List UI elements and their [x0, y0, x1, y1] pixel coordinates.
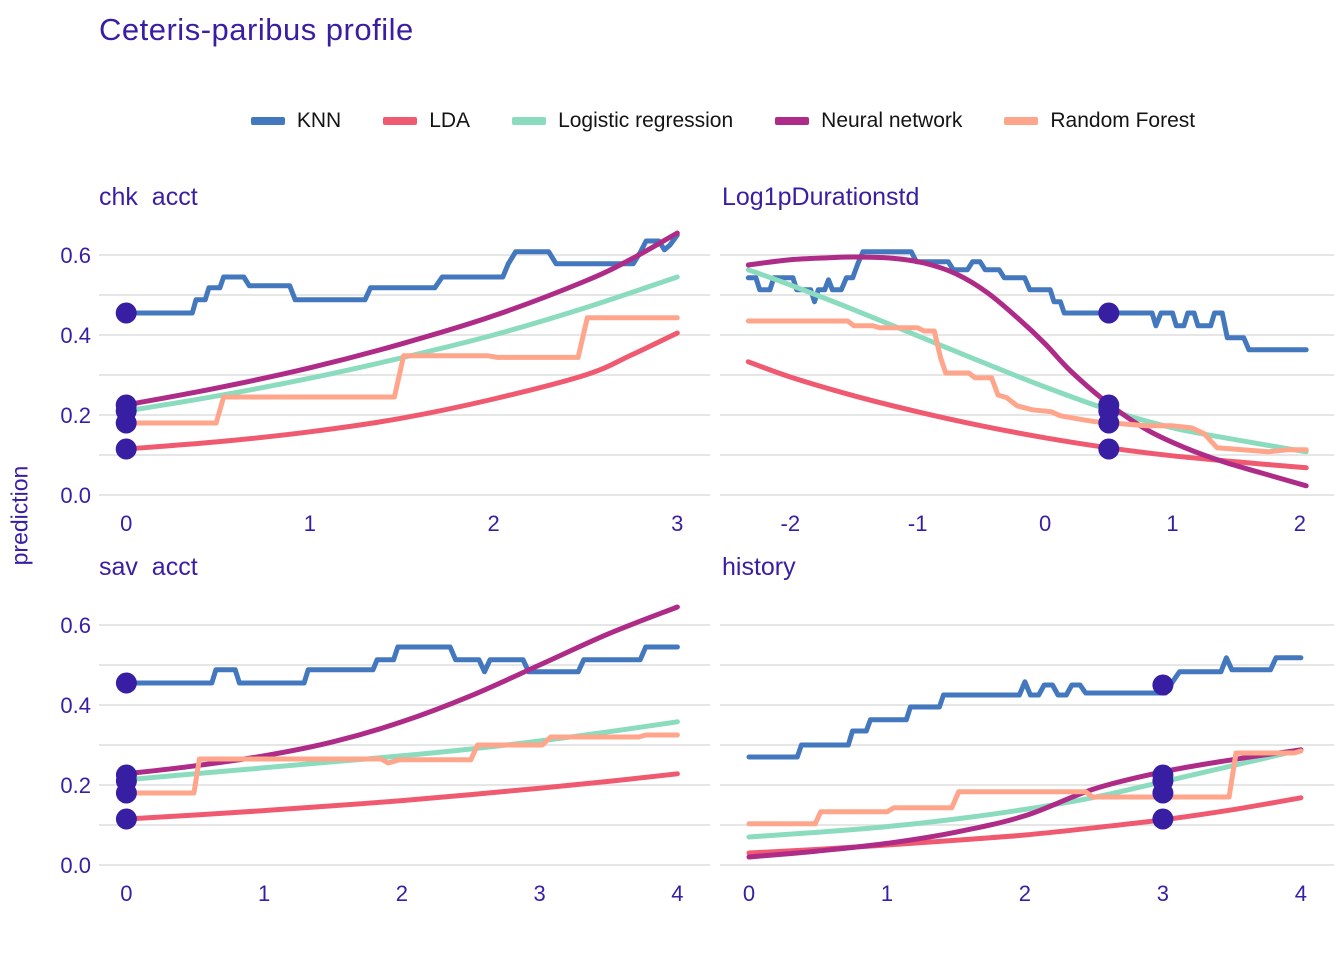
y-tick-label: 0.6	[60, 613, 91, 638]
legend-item-lda: LDA	[383, 109, 470, 133]
series-nn-line	[123, 230, 680, 408]
legend-label-logreg: Logistic regression	[558, 109, 734, 132]
legend-swatch-rf	[1004, 117, 1039, 125]
observation-dot	[115, 782, 137, 804]
panel-chk-acct-plot: 0 1 2 3 0.0 0.2 0.4 0.6	[60, 230, 710, 536]
observation-dot	[1098, 412, 1120, 434]
legend-item-knn: KNN	[250, 109, 342, 133]
y-tick-label: 0.0	[60, 483, 91, 508]
legend-label-rf: Random Forest	[1050, 109, 1196, 132]
observation-dot	[1152, 808, 1174, 830]
observation-dot	[115, 438, 137, 460]
series-logreg-line	[745, 267, 1309, 455]
y-tick-label: 0.2	[60, 773, 91, 798]
x-tick-label: 2	[1294, 511, 1306, 536]
series-knn-line	[123, 232, 680, 316]
x-tick-label: 4	[671, 881, 683, 906]
observation-dot	[115, 672, 137, 694]
observation-dot	[1152, 782, 1174, 804]
x-tick-label: 0	[120, 881, 132, 906]
series-rf-line	[123, 732, 680, 796]
x-tick-label: 2	[396, 881, 408, 906]
x-tick-label: 0	[743, 881, 755, 906]
legend-label-lda: LDA	[429, 109, 471, 132]
x-tick-label: 1	[1166, 511, 1178, 536]
x-tick-label: 2	[1019, 881, 1031, 906]
y-tick-label: 0.2	[60, 403, 91, 428]
series-knn-line	[123, 644, 680, 686]
observation-dot	[115, 412, 137, 434]
legend-swatch-knn	[250, 117, 285, 125]
legend-item-logreg: Logistic regression	[512, 109, 733, 133]
y-tick-label: 0.4	[60, 323, 91, 348]
legend-swatch-logreg	[512, 117, 547, 125]
legend-swatch-lda	[383, 117, 418, 125]
observation-dot	[1098, 438, 1120, 460]
x-tick-label: 1	[881, 881, 893, 906]
series-logreg-line	[746, 747, 1304, 840]
legend-label-knn: KNN	[296, 109, 342, 132]
panel-sav-acct-plot: 0 1 2 3 4 0.0 0.2 0.4 0.6	[60, 604, 710, 906]
series-knn-line	[746, 655, 1304, 760]
x-tick-label: 0	[1039, 511, 1051, 536]
series-lda-line	[123, 330, 680, 452]
x-tick-label: 2	[487, 511, 499, 536]
series-nn-line	[123, 604, 680, 777]
series-rf-line	[123, 315, 680, 426]
panel-history-plot: 0 1 2 3 4	[720, 624, 1334, 906]
chart-title: Ceteris-paribus profile	[99, 12, 414, 47]
legend-item-rf: Random Forest	[1004, 109, 1195, 133]
observation-dot	[1152, 674, 1174, 696]
panel-title-sav-acct: sav acct	[99, 553, 198, 581]
panel-title-history: history	[722, 553, 796, 581]
observation-dot	[115, 302, 137, 324]
series-lda-line	[745, 359, 1309, 471]
x-tick-label: 1	[258, 881, 270, 906]
x-tick-label: 1	[304, 511, 316, 536]
panel-log1pdurationstd-plot: -2 -1 0 1 2	[720, 249, 1334, 536]
x-tick-label: -2	[781, 511, 801, 536]
x-tick-label: 3	[533, 881, 545, 906]
x-tick-label: -1	[908, 511, 928, 536]
legend-swatch-nn	[775, 117, 810, 125]
legend-item-nn: Neural network	[775, 109, 962, 133]
legend-label-nn: Neural network	[821, 109, 963, 132]
series-rf-line	[745, 318, 1309, 455]
series-nn-line	[745, 254, 1309, 489]
observation-dot	[1098, 302, 1120, 324]
y-tick-label: 0.0	[60, 853, 91, 878]
x-tick-label: 3	[671, 511, 683, 536]
x-tick-label: 4	[1295, 881, 1307, 906]
y-tick-label: 0.4	[60, 693, 91, 718]
series-logreg-line	[123, 719, 680, 783]
panel-title-log1pdurationstd: Log1pDurationstd	[722, 183, 920, 211]
series-nn-line	[746, 747, 1304, 860]
series-rf-line	[746, 748, 1304, 827]
y-tick-label: 0.6	[60, 243, 91, 268]
series-knn-line	[745, 249, 1309, 353]
y-axis-title: prediction	[6, 465, 33, 566]
legend: KNN LDA Logistic regression Neural network R…	[102, 104, 1344, 138]
x-tick-label: 0	[120, 511, 132, 536]
observation-dot	[115, 808, 137, 830]
panel-title-chk-acct: chk acct	[99, 183, 198, 211]
series-lda-line	[123, 771, 680, 822]
x-tick-label: 3	[1157, 881, 1169, 906]
